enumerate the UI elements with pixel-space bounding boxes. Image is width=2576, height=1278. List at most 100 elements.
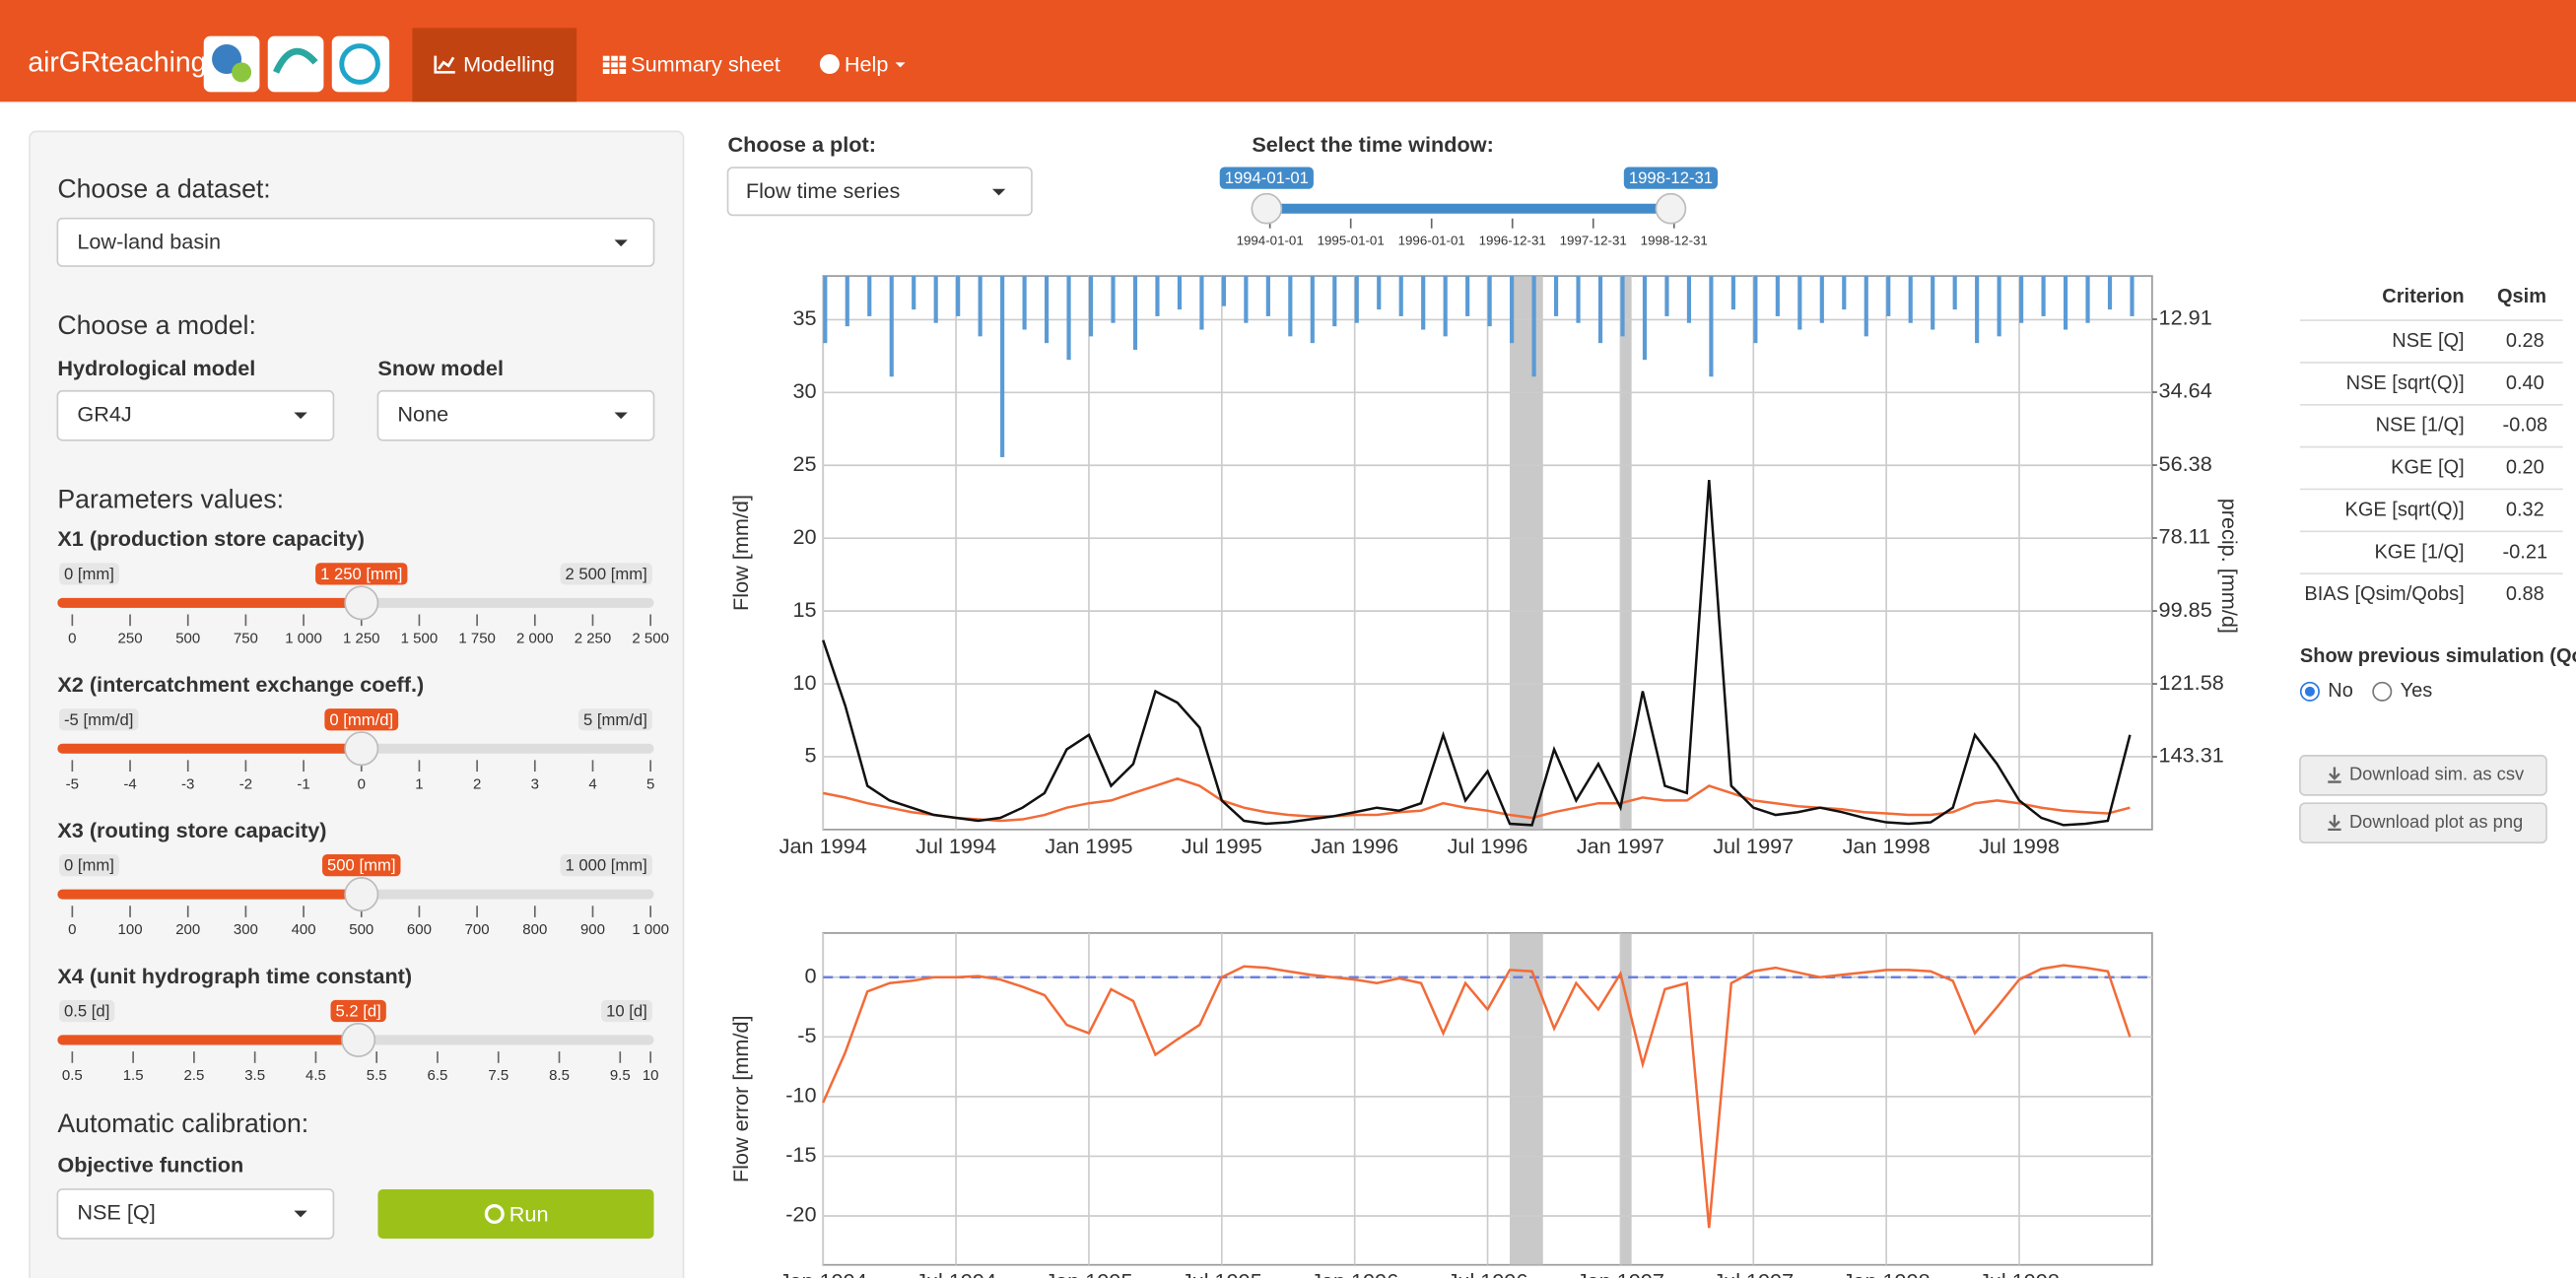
slider-tick-label: -3: [181, 775, 194, 792]
plot-select[interactable]: [726, 167, 1033, 217]
window-handle[interactable]: [1655, 192, 1687, 225]
slider-handle[interactable]: [344, 585, 379, 621]
table-cell: 0.20: [2506, 457, 2544, 479]
precip-bar: [2041, 276, 2046, 316]
slider-tick-label: 300: [234, 921, 258, 938]
value-badge: 1 250 [mm]: [320, 565, 402, 583]
precip-bar: [1354, 276, 1359, 323]
select-value: Flow time series: [746, 178, 901, 203]
x-tick-label: Jul 1996: [1448, 834, 1528, 858]
precip-bar: [933, 276, 938, 323]
precip-bar: [1908, 276, 1913, 323]
y-tick-label: 25: [792, 451, 816, 476]
precip-bar: [1709, 276, 1714, 377]
precip-bar: [1931, 276, 1935, 330]
precip-bar: [1531, 276, 1536, 377]
select-value: NSE [Q]: [77, 1200, 155, 1225]
precip-bar: [1310, 276, 1315, 344]
tab[interactable]: Help: [845, 51, 889, 76]
slider-tick-label: 1.5: [123, 1067, 144, 1084]
table-cell: KGE [1/Q]: [2374, 541, 2464, 563]
precip-bar: [1265, 276, 1270, 316]
hydro-select[interactable]: [56, 389, 335, 441]
flow-line: [822, 964, 2132, 1229]
window-tick-label: 1996-12-31: [1479, 234, 1546, 248]
section-label: Choose a dataset:: [57, 173, 270, 203]
slider-fill: [57, 743, 362, 754]
active-tab[interactable]: [412, 28, 577, 102]
precip-bar: [1111, 276, 1116, 323]
slider-tick-label: 4: [588, 775, 596, 792]
precip-bar: [1775, 276, 1780, 316]
slider-tick-label: -1: [297, 775, 309, 792]
table-cell: KGE [Q]: [2391, 457, 2464, 479]
brand[interactable]: airGRteaching: [28, 47, 206, 79]
badge-bg: [560, 853, 652, 877]
time-window-slider[interactable]: 1994-01-01 1995-01-01 1996-01-01 1996-12-31…: [1219, 167, 1719, 248]
tab[interactable]: Summary sheet: [631, 51, 780, 76]
slider-handle[interactable]: [341, 1022, 376, 1057]
field-label: Show previous simulation (Qold: [2300, 645, 2576, 667]
table-header: Qsim: [2497, 286, 2546, 307]
tab[interactable]: Modelling: [463, 51, 555, 76]
window-handle[interactable]: [1251, 192, 1283, 225]
precip-bar: [1332, 276, 1337, 327]
slider-tick-label: 2 000: [516, 630, 554, 646]
section-label: Automatic calibration:: [57, 1109, 308, 1138]
field-label: Select the time window:: [1252, 132, 1493, 157]
x-tick-label: Jan 1994: [780, 1269, 867, 1278]
dataset-select[interactable]: [56, 217, 655, 267]
precip-bar: [912, 276, 916, 310]
select-value: None: [397, 401, 448, 426]
precip-bar: [1288, 276, 1293, 337]
chart-icon: [434, 55, 455, 74]
snow-select[interactable]: [376, 389, 655, 441]
precip-bar: [823, 276, 828, 344]
slider-label: X1 (production store capacity): [57, 526, 365, 551]
slider-tick-label: 2 250: [575, 630, 612, 646]
precip-bar: [1132, 276, 1138, 350]
precip-bar: [2085, 276, 2090, 323]
precip-bar: [1819, 276, 1824, 323]
precip-bar: [1022, 276, 1027, 330]
table-cell: KGE [sqrt(Q)]: [2345, 499, 2465, 520]
caret: [294, 412, 307, 420]
precip-bar: [1221, 276, 1226, 306]
y-tick-label: 10: [792, 670, 816, 695]
precip-bar: [1487, 276, 1492, 327]
precip-bar: [1044, 276, 1050, 344]
radio[interactable]: [2372, 681, 2393, 702]
slider-handle[interactable]: [344, 731, 379, 767]
y-axis-label: Flow [mm/d]: [728, 495, 753, 611]
shaded-period: [1620, 276, 1632, 830]
badge-bg: [59, 999, 115, 1023]
slider-tick-label: 1 000: [632, 921, 669, 938]
objective-select[interactable]: [56, 1188, 335, 1240]
slider-tick-label: 1 000: [285, 630, 322, 646]
y2-tick-label: 143.31: [2159, 743, 2224, 768]
field-label: Hydrological model: [57, 356, 255, 380]
table-cell: BIAS [Qsim/Qobs]: [2304, 583, 2464, 605]
slider-fill: [57, 1035, 359, 1045]
radio-group: No Yes: [2299, 680, 2432, 702]
caret: [991, 188, 1006, 196]
field-label: Snow model: [377, 356, 504, 380]
y2-tick-label: 12.91: [2159, 305, 2212, 330]
value-badge: 0.5 [d]: [64, 1002, 109, 1021]
caret: [895, 62, 906, 68]
window-track: [1264, 203, 1671, 214]
radio-label: No: [2328, 680, 2353, 702]
slider-handle[interactable]: [344, 877, 379, 912]
download-button[interactable]: [2299, 755, 2547, 796]
precip-bar: [1155, 276, 1160, 316]
value-badge: 0 [mm]: [64, 565, 114, 583]
slider-tick-label: 900: [580, 921, 605, 938]
y-tick-label: -5: [797, 1023, 816, 1047]
badge-bg: [59, 708, 139, 731]
run-button[interactable]: [377, 1188, 654, 1239]
download-button[interactable]: [2299, 802, 2547, 844]
precip-bar: [1886, 276, 1891, 316]
slider-tick-label: 2.5: [183, 1067, 204, 1084]
slider-label: X2 (intercatchment exchange coeff.): [57, 672, 424, 697]
precip-bar: [2130, 276, 2135, 316]
